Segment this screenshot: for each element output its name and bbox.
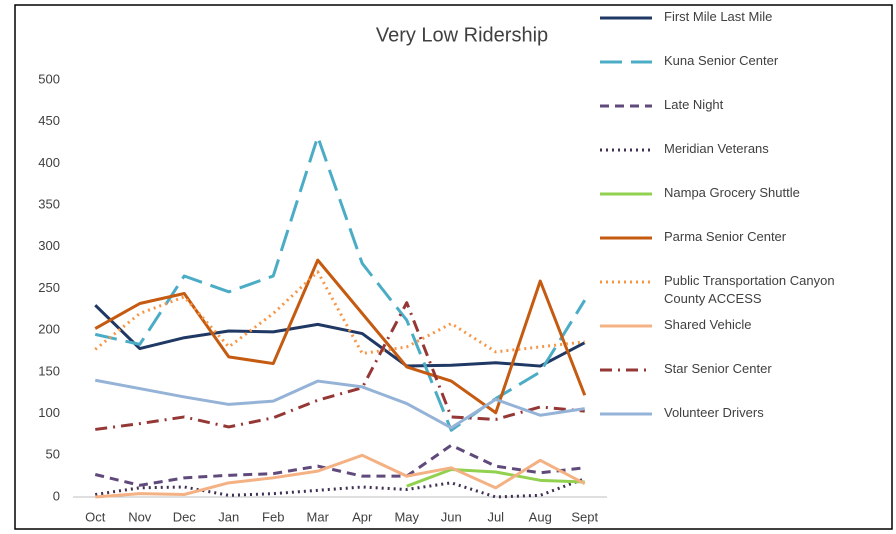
- y-tick-label: 300: [38, 238, 60, 253]
- x-tick-label: May: [394, 509, 419, 524]
- x-tick-label: Feb: [262, 509, 284, 524]
- legend-label: Kuna Senior Center: [664, 53, 779, 68]
- legend-label: Star Senior Center: [664, 361, 772, 376]
- series-line: [95, 477, 586, 499]
- x-tick-label: Jun: [441, 509, 462, 524]
- series-line: [95, 453, 586, 499]
- x-tick-label: Apr: [352, 509, 373, 524]
- chart-title: Very Low Ridership: [376, 24, 548, 46]
- legend-label: Meridian Veterans: [664, 141, 769, 156]
- x-tick-label: Mar: [307, 509, 330, 524]
- series-line: [94, 378, 585, 430]
- x-tick-label: Jan: [218, 509, 239, 524]
- legend-label: First Mile Last Mile: [664, 9, 772, 24]
- series-line: [94, 443, 585, 487]
- y-tick-label: 50: [46, 447, 60, 462]
- y-tick-label: 450: [38, 113, 60, 128]
- series-line: [94, 304, 586, 368]
- y-tick-label: 500: [38, 71, 60, 86]
- series-line: [94, 258, 587, 415]
- x-tick-label: Dec: [173, 509, 197, 524]
- legend-label: Late Night: [664, 97, 724, 112]
- x-tick-label: Sept: [571, 509, 598, 524]
- y-tick-label: 250: [38, 280, 60, 295]
- x-tick-label: Aug: [529, 509, 552, 524]
- y-tick-label: 150: [38, 363, 60, 378]
- x-tick-label: Nov: [128, 509, 152, 524]
- y-tick-label: 100: [38, 405, 60, 420]
- y-tick-label: 400: [38, 155, 60, 170]
- x-tick-label: Jul: [487, 509, 504, 524]
- y-tick-label: 0: [53, 488, 60, 503]
- legend-label: Nampa Grocery Shuttle: [664, 185, 800, 200]
- series-line: [406, 467, 585, 488]
- x-tick-label: Oct: [85, 509, 106, 524]
- legend-label: Shared Vehicle: [664, 317, 751, 332]
- y-tick-label: 350: [38, 197, 60, 212]
- series-line: [94, 270, 585, 356]
- series-line: [95, 301, 585, 431]
- legend-label: Parma Senior Center: [664, 229, 787, 244]
- chart-border: [14, 4, 893, 530]
- legend-label: Volunteer Drivers: [664, 405, 764, 420]
- y-tick-label: 200: [38, 322, 60, 337]
- legend-label: Public Transportation Canyon County ACCE…: [664, 273, 838, 306]
